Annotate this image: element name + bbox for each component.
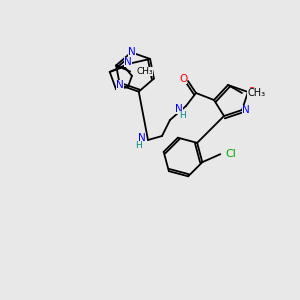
Text: N: N <box>242 105 250 115</box>
Text: H: H <box>135 140 141 149</box>
Text: CH₃: CH₃ <box>136 67 153 76</box>
Text: H: H <box>180 110 186 119</box>
Text: Cl: Cl <box>225 149 236 159</box>
Text: N: N <box>116 80 124 90</box>
Text: O: O <box>248 87 256 97</box>
Text: N: N <box>138 133 146 143</box>
Text: N: N <box>128 47 136 57</box>
Text: O: O <box>179 74 187 84</box>
Text: N: N <box>175 104 183 114</box>
Text: N: N <box>124 57 132 67</box>
Text: CH₃: CH₃ <box>247 88 265 98</box>
